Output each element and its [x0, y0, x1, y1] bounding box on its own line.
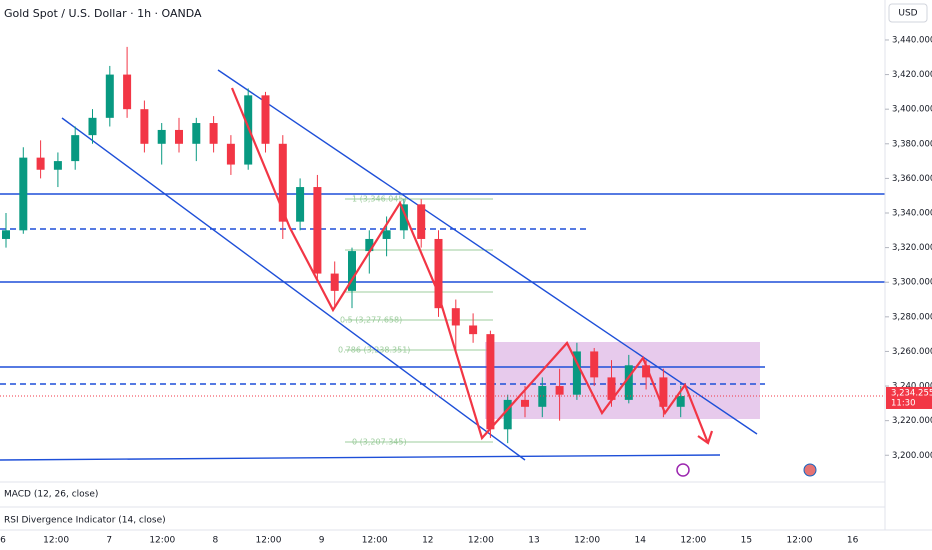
last-price-tag — [886, 386, 932, 409]
candle-body — [642, 365, 651, 378]
x-tick-label: 12:00 — [43, 536, 69, 546]
x-tick-label: 12:00 — [468, 536, 494, 546]
candle-body — [624, 365, 633, 400]
candle-body — [157, 129, 166, 144]
x-tick-label: 12:00 — [362, 536, 388, 546]
candle-body — [590, 351, 599, 378]
candle-body — [278, 143, 287, 222]
candle-body — [19, 157, 28, 231]
candle-body — [365, 238, 374, 252]
range-box — [485, 342, 760, 419]
x-tick-label: 16 — [847, 536, 859, 546]
y-tick-label: 3,320.000 — [892, 243, 932, 253]
y-tick-label: 3,220.000 — [892, 416, 932, 426]
y-tick-label: 3,420.000 — [892, 70, 932, 80]
candle-body — [209, 123, 218, 144]
x-tick-label: 12 — [422, 536, 433, 546]
candle-body — [313, 187, 322, 274]
indicator-label: RSI Divergence Indicator (14, close) — [4, 516, 166, 526]
candle-body — [140, 109, 149, 144]
x-tick-label: 13 — [528, 536, 539, 546]
y-tick-label: 3,360.000 — [892, 174, 932, 184]
y-tick-label: 3,400.000 — [892, 105, 932, 115]
fib-label: 0.5 (3,277.658) — [340, 316, 402, 325]
last-price-label: 3,234.255 — [891, 388, 932, 398]
currency-box[interactable] — [888, 3, 928, 23]
x-tick-label: 12:00 — [574, 536, 600, 546]
candle-body — [399, 204, 408, 231]
candle-body — [192, 123, 201, 144]
countdown: 11:30 — [891, 398, 916, 408]
x-tick-label: 12:00 — [149, 536, 175, 546]
candle-body — [503, 399, 512, 430]
y-tick-label: 3,260.000 — [892, 347, 932, 357]
candle-body — [105, 74, 114, 118]
x-tick-label: 12:00 — [256, 536, 282, 546]
y-tick-label: 3,240.000 — [892, 382, 932, 392]
candle-body — [330, 273, 339, 291]
candle-body — [555, 386, 564, 395]
event-icon[interactable] — [676, 463, 690, 477]
candle-body — [123, 74, 132, 110]
candle-body — [348, 251, 356, 291]
x-tick-label: 12:00 — [787, 536, 813, 546]
candle-body — [417, 204, 426, 239]
y-tick-label: 3,200.000 — [892, 451, 932, 461]
candle-body — [296, 187, 305, 222]
fib-label: 1 (3,346.045) — [352, 195, 407, 204]
candle-body — [175, 129, 183, 144]
candle-body — [572, 351, 581, 395]
x-tick-label: 9 — [319, 536, 325, 546]
currency: USD — [898, 9, 917, 19]
candle-body — [261, 95, 270, 144]
candle-body — [71, 135, 80, 162]
candle-body — [451, 308, 460, 326]
candle-body — [676, 395, 685, 407]
arrow-head — [697, 430, 714, 445]
indicator-label: MACD (12, 26, close) — [4, 490, 98, 500]
candles — [2, 46, 685, 444]
x-tick-label: 6 — [0, 536, 6, 546]
chart-title: Gold Spot / U.S. Dollar · 1h · OANDA — [4, 7, 202, 20]
candle-body — [538, 386, 547, 407]
fib-label: 0 (3,207.345) — [352, 438, 407, 447]
candle-body — [469, 325, 478, 335]
y-tick-label: 3,380.000 — [892, 139, 932, 149]
y-tick-label: 3,300.000 — [892, 278, 932, 288]
candle-body — [2, 230, 10, 239]
zigzag — [230, 87, 710, 444]
x-tick-label: 8 — [213, 536, 219, 546]
flag-icon[interactable] — [803, 463, 817, 477]
y-tick-label: 3,280.000 — [892, 312, 932, 322]
x-tick-label: 12:00 — [680, 536, 706, 546]
candle-body — [607, 377, 616, 400]
candle-body — [36, 157, 45, 170]
fib-label: 0.786 (3,238.351) — [338, 346, 410, 355]
candle-body — [382, 230, 391, 239]
x-tick-label: 15 — [741, 536, 752, 546]
candle-body — [486, 334, 495, 430]
candle-body — [53, 161, 62, 170]
y-tick-label: 3,440.000 — [892, 35, 932, 45]
candle-body — [226, 143, 235, 165]
y-tick-label: 3,340.000 — [892, 209, 932, 219]
candle-body — [521, 399, 529, 407]
candle-body — [434, 238, 443, 309]
x-tick-label: 7 — [106, 536, 112, 546]
candle-body — [88, 117, 97, 136]
candle-body — [659, 377, 668, 407]
x-tick-label: 14 — [634, 536, 646, 546]
